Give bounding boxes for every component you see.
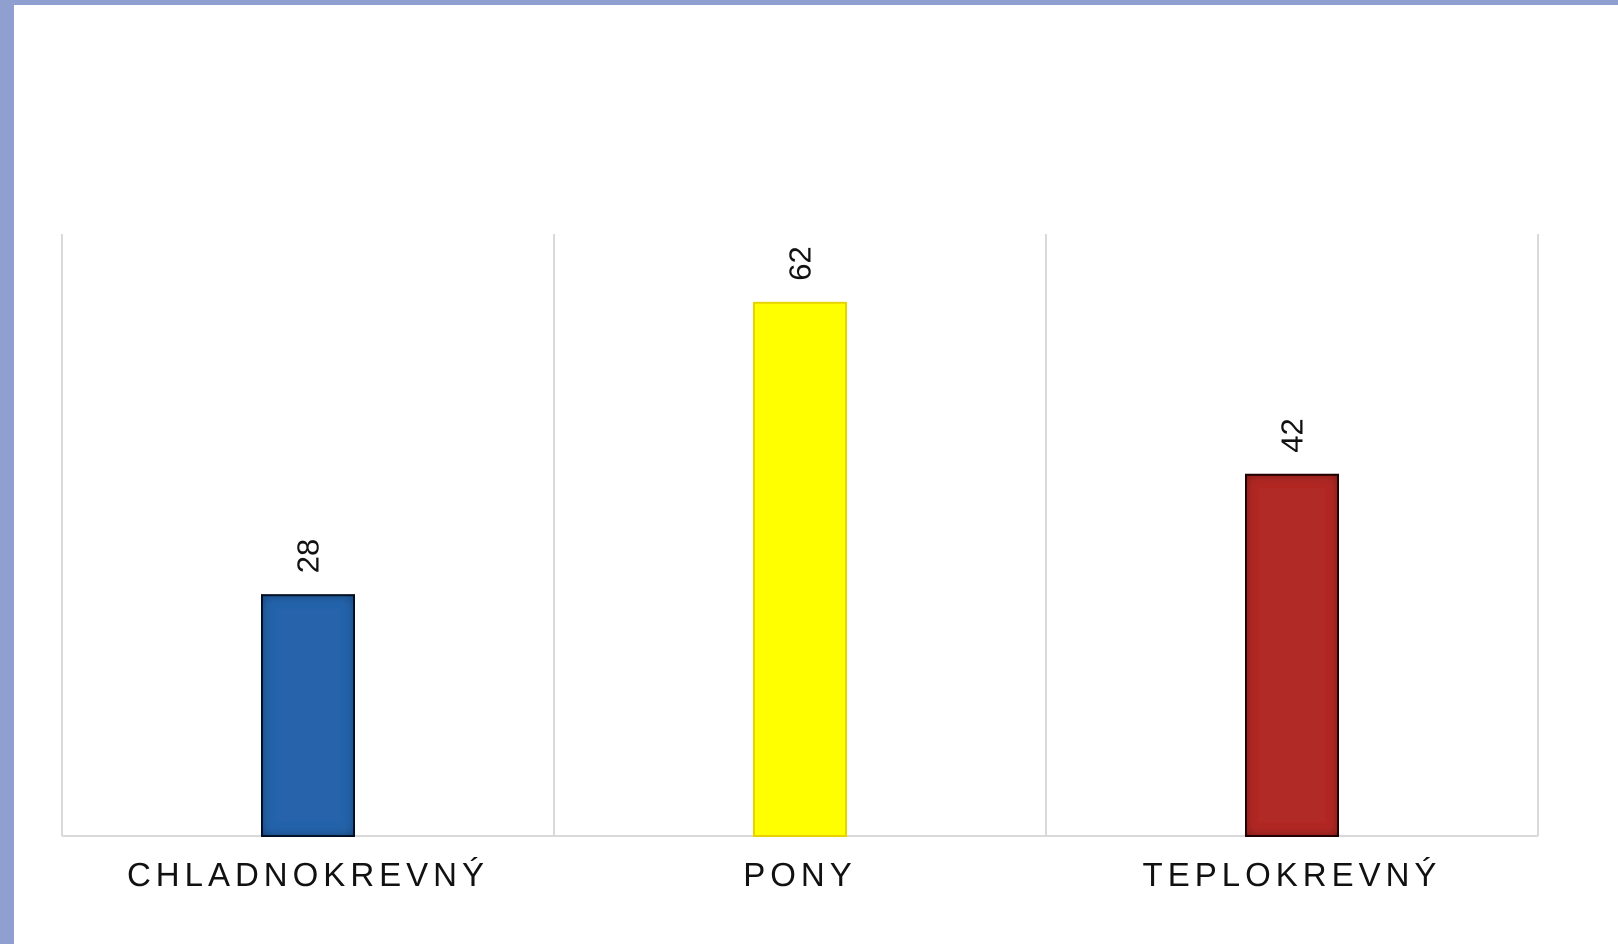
category-labels-group: CHLADNOKREVNÝ PONY TEPLOKREVNÝ bbox=[127, 856, 1442, 893]
category-label-2: PONY bbox=[743, 856, 857, 893]
bar-3[interactable] bbox=[1245, 473, 1339, 837]
category-label-3: TEPLOKREVNÝ bbox=[1143, 856, 1442, 893]
bar-2[interactable] bbox=[753, 301, 847, 837]
value-label-2: 62 bbox=[783, 246, 818, 280]
chart-frame: 28 62 42 CHLADNOKREVNÝ PONY TEPLOKREVNÝ bbox=[14, 5, 1618, 944]
bar-chart: 28 62 42 CHLADNOKREVNÝ PONY TEPLOKREVNÝ bbox=[61, 234, 1539, 893]
value-label-3: 42 bbox=[1275, 418, 1310, 452]
category-label-1: CHLADNOKREVNÝ bbox=[127, 856, 489, 893]
value-labels-group: 28 62 42 bbox=[291, 246, 1310, 573]
bars-group bbox=[261, 301, 1339, 838]
value-label-1: 28 bbox=[291, 539, 326, 573]
bar-1[interactable] bbox=[261, 594, 355, 838]
